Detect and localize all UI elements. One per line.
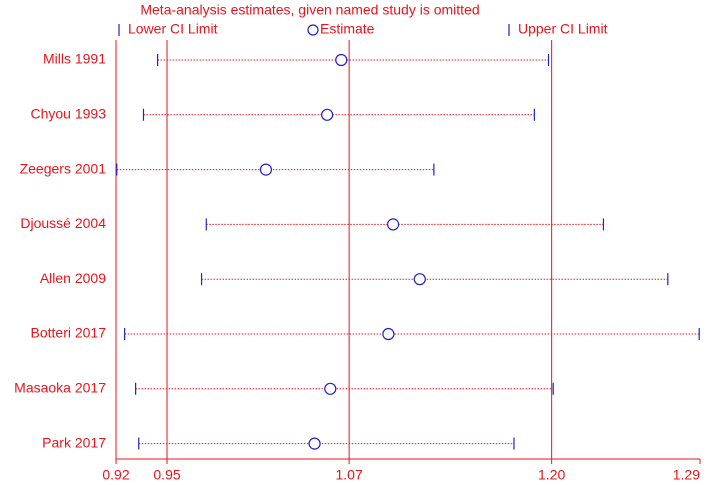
y-tick-label: Mills 1991 (43, 51, 106, 67)
estimate-marker (308, 437, 321, 450)
x-tick-label: 0.92 (102, 467, 129, 483)
y-tick-label: Botteri 2017 (31, 325, 107, 341)
estimate-marker (382, 327, 395, 341)
chart-title: Meta-analysis estimates, given named stu… (140, 2, 479, 18)
estimate-marker (413, 273, 426, 286)
x-tick-label: 1.29 (673, 467, 700, 483)
y-tick-label: Masaoka 2017 (14, 380, 106, 396)
x-tick-label: 1.07 (336, 467, 363, 483)
legend-label: Lower CI Limit (128, 21, 218, 37)
y-tick-label: Park 2017 (42, 434, 106, 450)
legend-label: Estimate (320, 21, 375, 37)
estimate-marker (386, 218, 400, 231)
legend-label: Upper CI Limit (518, 21, 608, 37)
estimate-marker (335, 53, 348, 67)
y-tick-label: Zeegers 2001 (20, 160, 107, 176)
estimate-marker (321, 108, 334, 121)
y-tick-label: Chyou 1993 (30, 106, 106, 122)
y-tick-label: Djoussé 2004 (20, 215, 106, 231)
y-tick-label: Allen 2009 (40, 270, 106, 286)
x-tick-label: 0.95 (153, 467, 180, 483)
legend-marker (307, 24, 319, 36)
estimate-marker (324, 382, 337, 395)
estimate-marker (259, 163, 273, 176)
x-tick-label: 1.20 (538, 467, 565, 483)
